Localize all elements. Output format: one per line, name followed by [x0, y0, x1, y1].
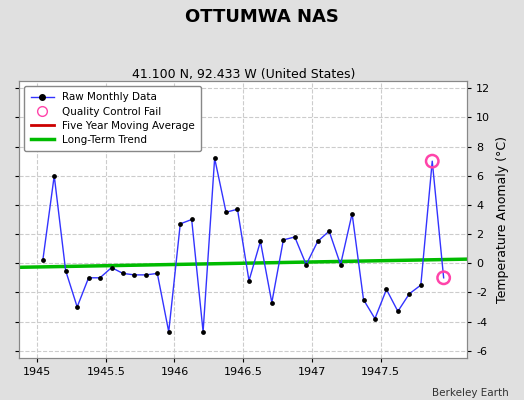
Point [336, 262, 345, 268]
Point [370, 316, 379, 322]
Point [325, 228, 333, 234]
Point [233, 206, 242, 212]
Point [61, 267, 70, 274]
Point [348, 210, 356, 217]
Point [291, 234, 299, 240]
Point [211, 155, 219, 162]
Point [405, 291, 413, 297]
Point [84, 274, 93, 281]
Point [417, 282, 425, 288]
Point [313, 238, 322, 244]
Point [383, 286, 391, 293]
Text: OTTUMWA NAS: OTTUMWA NAS [185, 8, 339, 26]
Legend: Raw Monthly Data, Quality Control Fail, Five Year Moving Average, Long-Term Tren: Raw Monthly Data, Quality Control Fail, … [25, 86, 201, 151]
Point [440, 274, 448, 281]
Point [50, 172, 58, 179]
Point [222, 209, 230, 215]
Point [302, 262, 310, 268]
Point [256, 238, 265, 244]
Point [359, 296, 368, 303]
Point [107, 264, 116, 271]
Point [39, 257, 47, 264]
Point [268, 299, 276, 306]
Y-axis label: Temperature Anomaly (°C): Temperature Anomaly (°C) [496, 136, 509, 303]
Point [428, 158, 436, 164]
Point [245, 278, 253, 284]
Point [279, 237, 288, 243]
Point [141, 272, 150, 278]
Point [73, 304, 81, 310]
Point [165, 328, 173, 335]
Point [176, 221, 184, 227]
Point [153, 270, 161, 277]
Point [188, 216, 196, 223]
Point [394, 308, 402, 314]
Title: 41.100 N, 92.433 W (United States): 41.100 N, 92.433 W (United States) [132, 68, 355, 81]
Point [96, 274, 104, 281]
Point [119, 270, 127, 277]
Point [199, 328, 208, 335]
Point [130, 272, 138, 278]
Text: Berkeley Earth: Berkeley Earth [432, 388, 508, 398]
